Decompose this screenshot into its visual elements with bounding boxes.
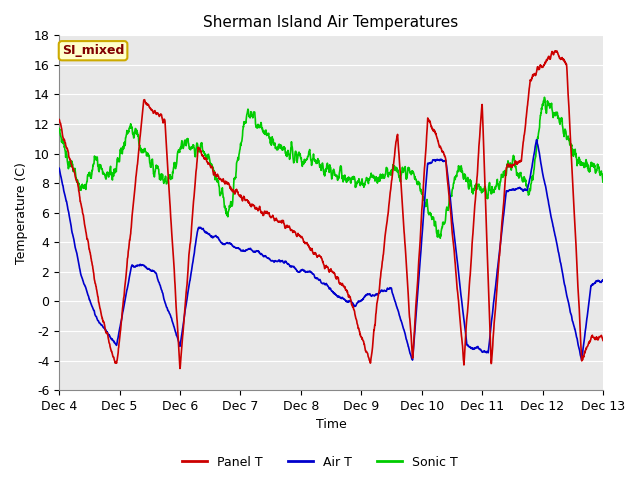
Title: Sherman Island Air Temperatures: Sherman Island Air Temperatures [204, 15, 459, 30]
Text: SI_mixed: SI_mixed [62, 44, 124, 57]
X-axis label: Time: Time [316, 419, 346, 432]
Legend: Panel T, Air T, Sonic T: Panel T, Air T, Sonic T [177, 451, 463, 474]
Y-axis label: Temperature (C): Temperature (C) [15, 162, 28, 264]
